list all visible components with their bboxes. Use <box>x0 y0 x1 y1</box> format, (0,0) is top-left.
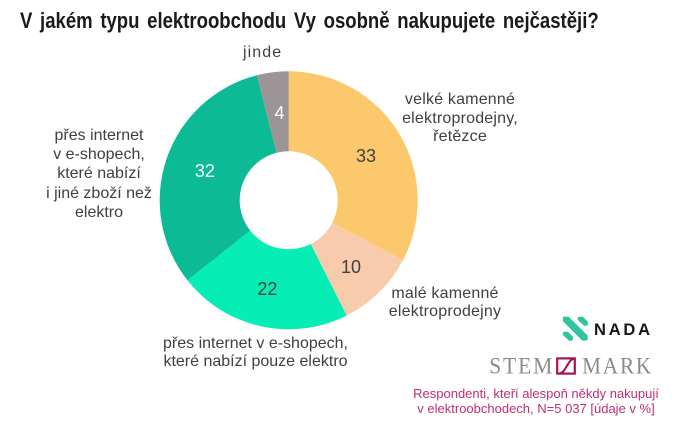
svg-text:33: 33 <box>356 146 376 166</box>
svg-text:NADA: NADA <box>594 321 653 339</box>
svg-text:22: 22 <box>257 279 277 299</box>
svg-text:STEM: STEM <box>489 354 554 378</box>
svg-text:10: 10 <box>341 257 361 277</box>
svg-text:4: 4 <box>274 103 284 123</box>
svg-text:MARK: MARK <box>582 354 653 378</box>
svg-text:32: 32 <box>195 161 215 181</box>
